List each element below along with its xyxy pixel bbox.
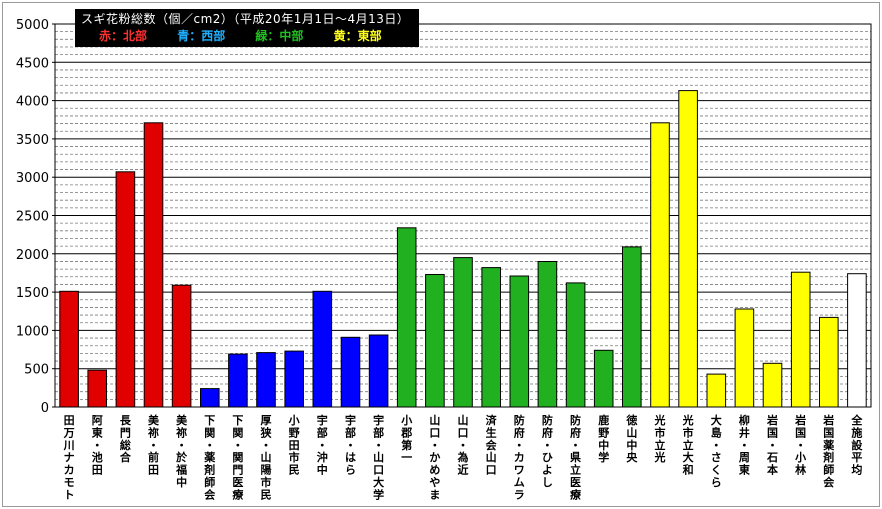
bar xyxy=(200,388,220,408)
x-tick-label: 岩国・石本 xyxy=(766,413,778,477)
bar xyxy=(847,273,867,408)
y-tick-label: 4000 xyxy=(16,95,49,110)
legend-item-east: 黄：東部 xyxy=(333,29,382,43)
x-tick-label: 光市立光 xyxy=(653,413,665,464)
x-tick-label: 宇部・はら xyxy=(345,413,356,477)
x-tick-label: 田万川ナカモト xyxy=(63,414,75,501)
bar xyxy=(256,352,276,408)
bar xyxy=(593,349,614,408)
bar xyxy=(565,282,586,408)
bar xyxy=(368,334,389,408)
bar xyxy=(537,261,558,408)
bar xyxy=(622,246,642,408)
x-tick-label: 大島・さくら xyxy=(711,413,722,489)
x-tick-label: 山口・かめやま xyxy=(429,413,440,501)
bar xyxy=(678,90,698,408)
y-tick-label: 500 xyxy=(24,363,49,378)
x-tick-label: 美祢・於福中 xyxy=(175,413,188,489)
y-tick-label: 4500 xyxy=(16,56,49,71)
legend-item-north: 赤：北部 xyxy=(99,29,148,43)
x-tick-label: 小野田市民 xyxy=(288,413,300,477)
y-tick-label: 1500 xyxy=(16,286,49,301)
bar xyxy=(171,284,192,408)
bar xyxy=(706,373,727,408)
legend-item-central: 緑：中部 xyxy=(255,29,304,43)
x-tick-label: 鹿野中学 xyxy=(598,413,609,464)
bar xyxy=(115,171,136,408)
bar-chart: 0 500 1000 1500 2000 2500 3000 3500 4000 4500 5000… xyxy=(16,18,872,501)
x-tick-label: 全施設平均 xyxy=(850,413,863,477)
chart-title: スギ花粉総数（個／cm2）（平成20年1月1日〜4月13日） xyxy=(81,12,410,26)
bar xyxy=(425,274,445,408)
bar xyxy=(143,122,164,408)
x-tick-label: 美祢・前田 xyxy=(148,413,160,477)
bar xyxy=(396,227,417,408)
x-tick-label: 防府・県立医療 xyxy=(570,413,582,501)
x-tick-label: 山口・為近 xyxy=(458,413,469,477)
x-tick-label: 柳井・周東 xyxy=(739,413,751,477)
x-tick-label: 下関・薬剤師会 xyxy=(203,414,216,501)
x-tick-label: 岩国・小林 xyxy=(794,413,806,477)
legend: 赤：北部 青：西部 緑：中部 黄：東部 xyxy=(99,28,408,45)
x-tick-label: 長門総合 xyxy=(120,414,132,464)
bar xyxy=(59,290,79,408)
y-tick-label: 2000 xyxy=(16,248,49,263)
y-tick-label: 0 xyxy=(41,401,49,416)
x-tick-label: 光市立大和 xyxy=(682,413,694,477)
bar xyxy=(87,369,108,408)
bar xyxy=(284,350,304,408)
x-tick-label: 徳山中央 xyxy=(625,413,638,464)
legend-item-west: 青：西部 xyxy=(177,29,226,43)
y-tick-label: 1000 xyxy=(16,324,49,339)
bar xyxy=(481,267,501,408)
bar xyxy=(453,257,473,408)
bar xyxy=(819,316,839,408)
x-tick-label: 宇部・沖中 xyxy=(317,413,328,477)
bar xyxy=(762,362,783,408)
x-tick-label: 宇部・山口大学 xyxy=(373,413,384,501)
legend-box: スギ花粉総数（個／cm2）（平成20年1月1日〜4月13日） 赤：北部 青：西部… xyxy=(75,9,419,47)
y-tick-label: 5000 xyxy=(16,18,49,33)
bar xyxy=(734,308,755,408)
y-tick-label: 2500 xyxy=(16,210,49,225)
x-tick-label: 済生会山口 xyxy=(486,413,498,477)
x-tick-label: 厚狭・山陽市民 xyxy=(260,414,273,501)
x-tick-label: 防府・カワムラ xyxy=(514,413,525,501)
x-tick-label: 防府・ひよし xyxy=(542,413,553,489)
x-tick-label: 小郡第一 xyxy=(400,413,412,464)
y-tick-label: 3000 xyxy=(16,171,49,186)
x-tick-label: 下関・関門医療 xyxy=(232,414,244,501)
x-tick-label: 阿東・池田 xyxy=(92,413,104,477)
bar xyxy=(312,290,333,408)
y-tick-label: 3500 xyxy=(16,133,49,148)
x-tick-label: 岩国薬剤師会 xyxy=(822,413,835,489)
bar xyxy=(228,353,248,408)
bar xyxy=(509,275,530,408)
bar xyxy=(650,122,670,408)
bar xyxy=(340,336,361,408)
bar xyxy=(790,271,811,408)
